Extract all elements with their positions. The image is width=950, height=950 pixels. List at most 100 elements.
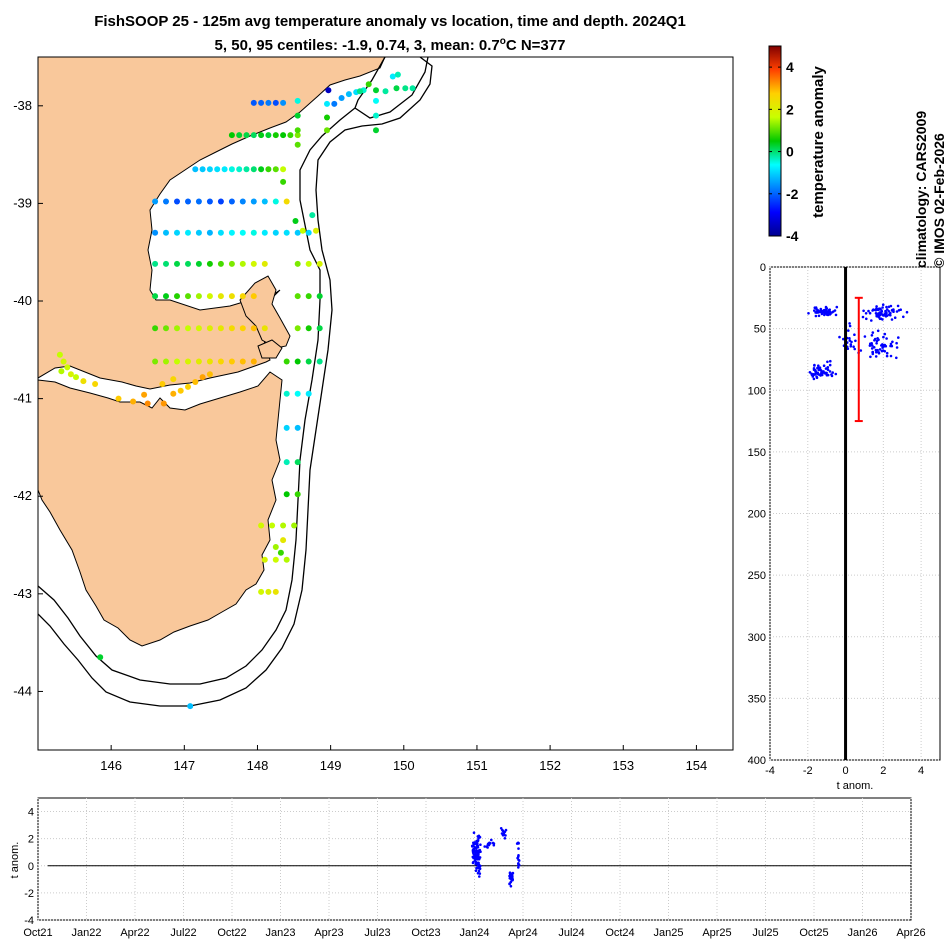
ts-point [472, 853, 476, 856]
depth-point [885, 337, 888, 340]
depth-xlabel: t anom. [837, 780, 874, 792]
ts-ytick-label: -2 [24, 888, 34, 900]
map-point-transect-5 [294, 260, 301, 267]
map-point-transect-5 [261, 260, 268, 267]
depth-point [863, 335, 867, 338]
depth-ytick-label: 100 [748, 385, 766, 397]
depth-point [895, 346, 899, 349]
map-point-transect-2 [236, 166, 243, 173]
map-point-transect-8 [174, 358, 180, 365]
depth-point [852, 345, 855, 349]
ts-xtick-label: Apr24 [508, 927, 537, 939]
map-panel: 146 147 148 149 150 151 152 153 154 -38 -39 -40 -41 -… [13, 56, 734, 773]
depth-point [880, 309, 883, 312]
map-point-transect-3 [152, 198, 159, 205]
map-point-transect-6 [163, 293, 169, 300]
map-point-transect-0 [280, 99, 287, 106]
depth-point [875, 305, 878, 308]
map-point-transect-2 [280, 166, 287, 173]
ts-xtick-label: Jul23 [364, 927, 390, 939]
map-point [58, 368, 65, 375]
ts-point [487, 842, 490, 845]
map-point [277, 549, 284, 556]
map-point-transect-7 [163, 325, 169, 332]
depth-point [875, 307, 879, 311]
depth-xtick-label: -2 [803, 765, 813, 777]
depth-point [868, 311, 872, 315]
depth-overlay [844, 267, 863, 760]
map-point-transect-9 [294, 390, 301, 397]
depth-point [870, 347, 874, 350]
map-point [187, 703, 194, 710]
map-point-transect-1 [272, 132, 279, 139]
map-point-transect-4 [250, 229, 257, 236]
map-point [160, 400, 167, 407]
depth-xtick-label: 4 [918, 765, 924, 777]
map-ytick-label: -38 [13, 98, 32, 113]
ts-point [472, 860, 475, 864]
ts-xtick-label: Oct21 [23, 927, 52, 939]
map-point-transect-9 [283, 390, 290, 397]
depth-point [870, 319, 873, 322]
map-point [170, 390, 177, 397]
ts-xtick-label: Jul24 [558, 927, 584, 939]
map-point-transect-1 [280, 132, 287, 139]
map-point-transect-0 [250, 99, 257, 106]
depth-point [816, 366, 819, 370]
depth-point [825, 373, 829, 377]
map-point-transect-6 [239, 293, 246, 300]
ts-point [475, 846, 478, 850]
depth-point [848, 337, 851, 340]
map-point [97, 654, 104, 661]
colorbar-label: temperature anomaly [810, 65, 827, 217]
map-point [324, 100, 330, 107]
time-series-ylabel: t anom. [9, 842, 21, 879]
depth-point [889, 354, 893, 358]
depth-point [878, 348, 882, 351]
depth-axes: -4 -2 0 2 4 0 50 100 150 200 250 300 350 400 [748, 262, 925, 777]
map-point [294, 141, 301, 148]
map-point-transect-7 [152, 325, 159, 332]
map-point-transect-3 [185, 198, 191, 205]
depth-point [872, 308, 875, 312]
depth-ytick-label: 50 [754, 324, 766, 336]
map-point-transect-7 [294, 325, 301, 332]
depth-point [877, 312, 880, 315]
depth-ytick-label: 0 [760, 262, 766, 274]
depth-point [853, 347, 856, 351]
map-point-transect-7 [206, 325, 213, 332]
map-point-transect-8 [185, 358, 191, 365]
map-point-transect-4 [239, 229, 246, 236]
depth-point [871, 344, 874, 347]
ts-point [474, 869, 478, 872]
map-point-transect-7 [250, 325, 257, 332]
depth-point [890, 344, 894, 348]
map-point [206, 371, 213, 378]
map-point [80, 378, 87, 385]
map-point-transect-1 [250, 132, 257, 139]
depth-point [815, 311, 819, 314]
depth-point [817, 314, 821, 318]
map-point-transect-3 [272, 198, 279, 205]
map-point [170, 376, 177, 383]
map-point-transect-4 [163, 229, 169, 236]
depth-point [870, 334, 874, 337]
map-point-transect-1 [236, 132, 243, 139]
map-point-transect-0 [272, 99, 279, 106]
map-point [409, 85, 416, 92]
map-point-transect-11 [283, 459, 290, 466]
ts-point [517, 866, 520, 869]
ts-point [478, 872, 482, 875]
map-point [394, 71, 401, 78]
climatology-note: climatology: CARS2009 [913, 111, 929, 268]
map-xtick-label: 154 [686, 758, 708, 773]
depth-point [877, 352, 881, 355]
ts-point [517, 859, 521, 862]
depth-point [876, 329, 880, 333]
ts-point [490, 838, 493, 842]
depth-point [824, 367, 828, 370]
map-point-transect-4 [206, 229, 213, 236]
ts-point [502, 832, 506, 836]
map-point-transect-6 [294, 293, 301, 300]
depth-point [834, 313, 838, 317]
